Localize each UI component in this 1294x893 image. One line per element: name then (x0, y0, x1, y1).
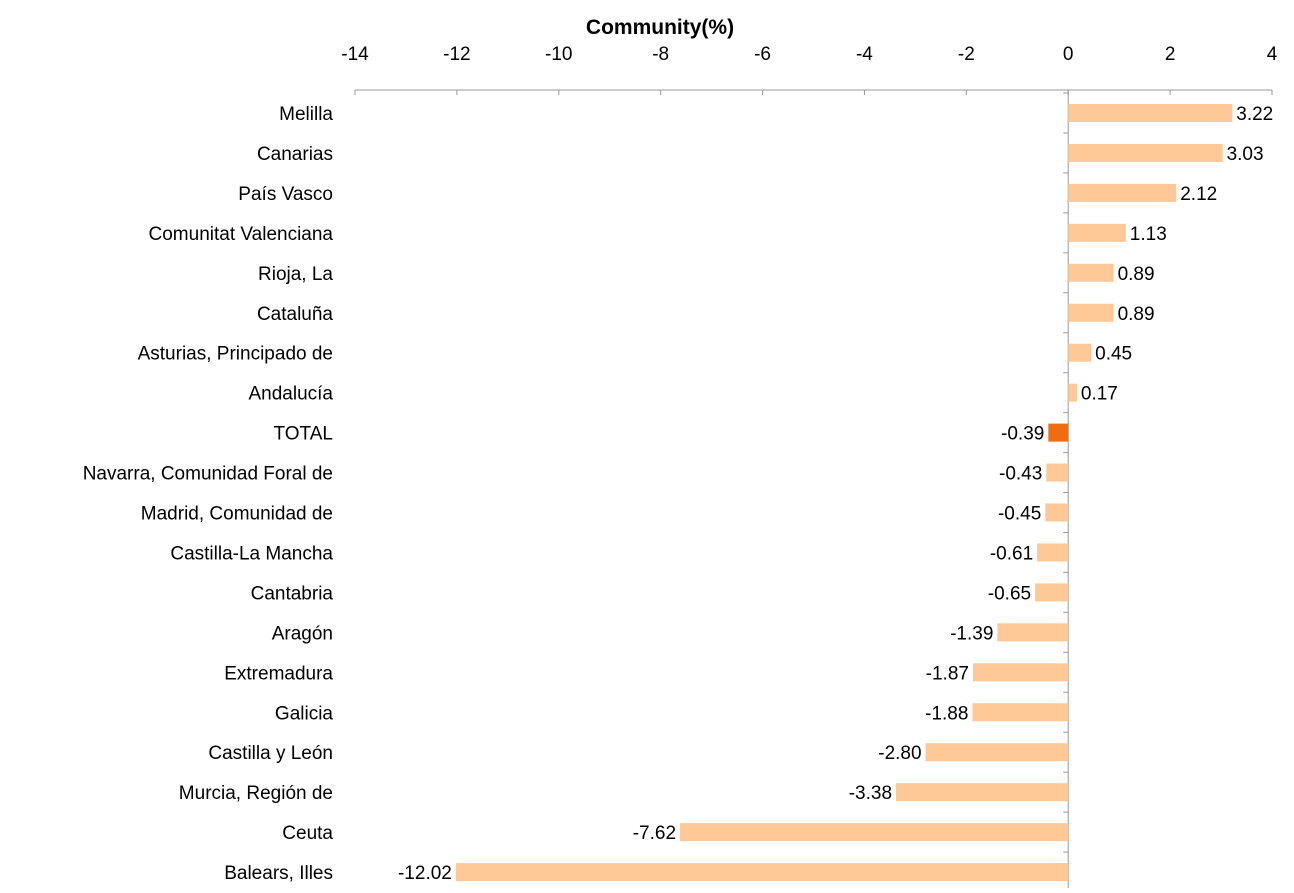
bar (1068, 343, 1092, 362)
data-label: -1.87 (926, 663, 969, 684)
bar (1068, 303, 1114, 322)
data-label: 0.17 (1081, 384, 1118, 405)
data-label: -0.61 (990, 543, 1033, 564)
data-label: 0.89 (1118, 264, 1155, 285)
bar (1068, 143, 1223, 162)
bar (1035, 583, 1069, 602)
data-label: -0.43 (999, 464, 1042, 485)
category-label: Aragón (272, 623, 333, 644)
category-label: País Vasco (238, 184, 333, 205)
bar (1068, 183, 1177, 202)
data-label: 0.45 (1095, 344, 1132, 365)
bar (455, 863, 1069, 882)
bar (1037, 543, 1069, 562)
x-tick-label: 2 (1165, 44, 1176, 65)
x-tick-label: -6 (754, 44, 771, 65)
data-label: 3.03 (1227, 144, 1264, 165)
bar (925, 743, 1069, 762)
bar (997, 623, 1069, 642)
data-label: -0.39 (1001, 424, 1044, 445)
bar-layer (455, 104, 1233, 882)
category-label: Canarias (257, 144, 333, 165)
data-label: -7.62 (633, 823, 676, 844)
data-label: -0.45 (998, 504, 1041, 525)
data-label: -2.80 (878, 743, 921, 764)
x-tick-label: -14 (341, 44, 369, 65)
category-label: Comunitat Valenciana (149, 224, 334, 245)
x-tick-label: -12 (443, 44, 470, 65)
axis-layer: -14 -12 -10 -8 -6 -4 -2 0 2 4 (341, 44, 1278, 893)
x-tick-label: 0 (1063, 44, 1074, 65)
category-label: Asturias, Principado de (138, 344, 333, 365)
bar (972, 663, 1069, 682)
bar (1046, 463, 1069, 482)
chart-title: Community(%) (586, 16, 734, 39)
category-label: Castilla-La Mancha (170, 543, 333, 564)
category-label: Castilla y León (208, 743, 333, 764)
data-label: -0.65 (988, 583, 1031, 604)
x-tick-label: -8 (652, 44, 669, 65)
category-label: Cataluña (257, 304, 333, 325)
category-label: Galicia (275, 703, 334, 724)
data-label: -3.38 (849, 783, 892, 804)
data-label: -1.39 (950, 623, 993, 644)
category-label: Cantabria (251, 583, 334, 604)
bar (1068, 223, 1126, 242)
category-label: Rioja, La (258, 264, 333, 285)
x-tick-label: -4 (856, 44, 873, 65)
bar (972, 703, 1069, 722)
bar (1048, 423, 1069, 442)
bar (896, 783, 1069, 802)
x-tick-label: -2 (958, 44, 975, 65)
category-label: Balears, Illes (224, 863, 333, 884)
category-label: Melilla (279, 104, 333, 125)
category-label: Extremadura (224, 663, 333, 684)
data-label: 3.22 (1236, 104, 1273, 125)
x-tick-label: -10 (545, 44, 572, 65)
data-label: -1.88 (925, 703, 968, 724)
bar (1068, 383, 1077, 402)
category-label: Navarra, Comunidad Foral de (83, 464, 333, 485)
category-label: Ceuta (282, 823, 333, 844)
data-label: 2.12 (1180, 184, 1217, 205)
bar (680, 823, 1069, 842)
category-label: Andalucía (248, 384, 333, 405)
label-layer: Melilla 3.22 Canarias 3.03 País Vasco 2.12 Com… (83, 104, 1274, 884)
category-label: Madrid, Comunidad de (141, 504, 333, 525)
bar (1068, 104, 1233, 122)
category-label: TOTAL (274, 424, 333, 445)
bar (1068, 263, 1114, 282)
data-label: 1.13 (1130, 224, 1167, 245)
data-label: -12.02 (398, 863, 452, 884)
x-tick-label: 4 (1267, 44, 1278, 65)
data-label: 0.89 (1118, 304, 1155, 325)
category-label: Murcia, Región de (179, 783, 333, 804)
bar (1045, 503, 1069, 522)
